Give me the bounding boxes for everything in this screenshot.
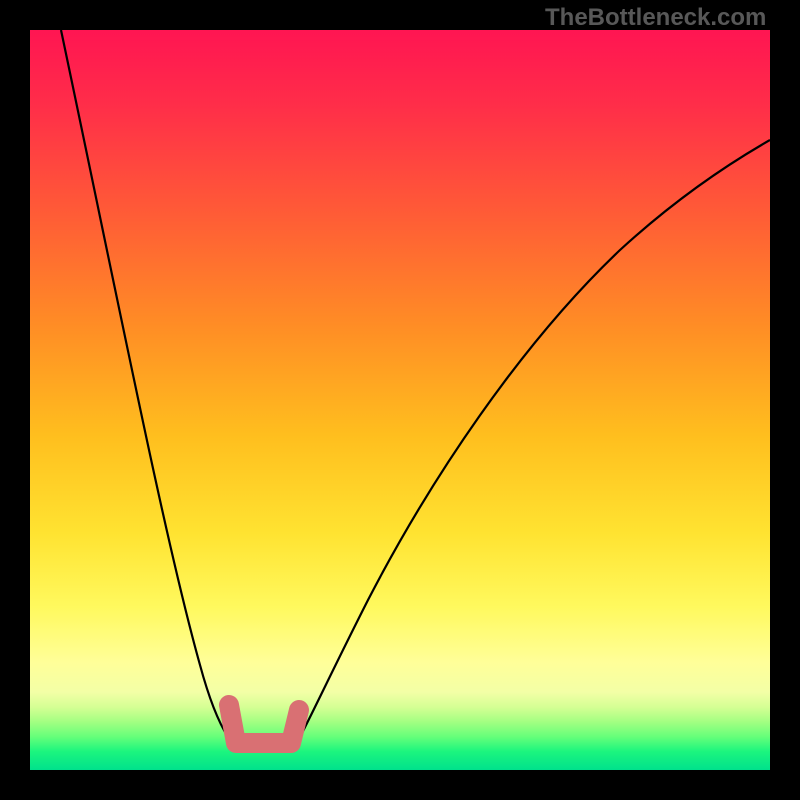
marker-check: [229, 705, 299, 743]
curve-right: [301, 140, 770, 735]
curve-left: [61, 30, 228, 737]
chart-svg: [0, 0, 800, 800]
watermark-text: TheBottleneck.com: [545, 4, 766, 32]
